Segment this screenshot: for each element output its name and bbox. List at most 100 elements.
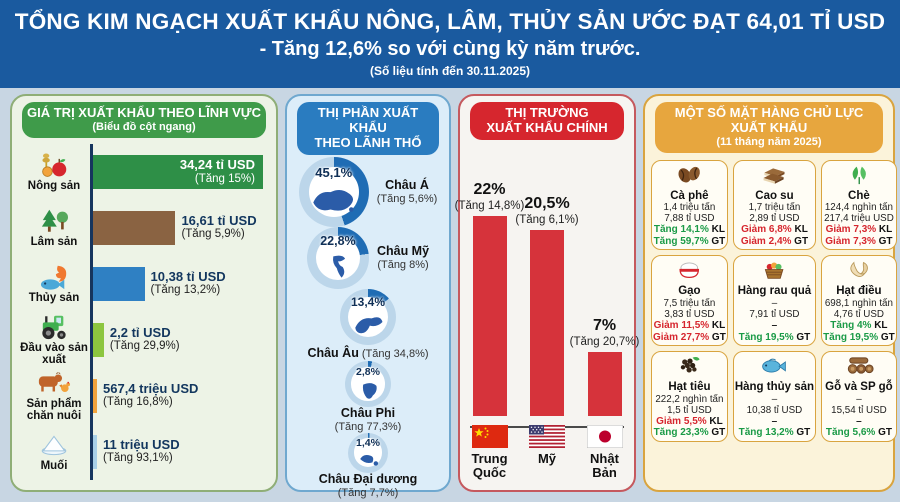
panel3-title-line1: THỊ TRƯỜNG — [505, 105, 589, 120]
bar-value-label: 2,2 tỉ USD (Tăng 29,9%) — [109, 324, 180, 353]
salt-icon — [41, 435, 67, 456]
market-name: Nhật Bản — [590, 450, 619, 481]
panel-key-export-commodities: MỘT SỐ MẶT HÀNG CHỦ LỰC XUẤT KHẨU (11 th… — [643, 94, 897, 492]
panel-export-value-by-sector: GIÁ TRỊ XUẤT KHẨU THEO LĨNH VỰC (Biểu đồ… — [10, 94, 278, 492]
commodity-card: Cao su 1,7 triệu tấn 2,89 tỉ USD Giảm 6,… — [732, 159, 817, 251]
donut-oceania: 1,4% — [348, 432, 388, 473]
bar-value-label: 567,4 triệu USD (Tăng 16,8%) — [103, 380, 199, 409]
territory-change: (Tăng 77,3%) — [334, 420, 402, 433]
panel1-title: GIÁ TRỊ XUẤT KHẨU THEO LĨNH VỰC — [27, 105, 261, 120]
territory-change: (Tăng 34,8%) — [361, 348, 429, 361]
sector-label: Nông sản — [27, 180, 81, 193]
pepper-icon — [681, 357, 700, 373]
data-asof-note: (Số liệu tính đến 30.11.2025) — [369, 64, 531, 78]
share-pct: 45,1% — [315, 165, 353, 180]
panel3-header: THỊ TRƯỜNG XUẤT KHẨU CHÍNH — [470, 102, 624, 140]
usa-flag-icon — [529, 424, 565, 448]
sector-label: Sản phẩm chăn nuôi — [26, 398, 82, 423]
hbar-chart: Nông sản 34,24 tỉ USD (Tăng 15%) — [12, 140, 276, 486]
bar-lam-san — [93, 210, 176, 245]
cashew-icon — [850, 261, 868, 278]
territory-name: Châu Á — [385, 178, 429, 193]
territory-item: 45,1% Châu Á (Tăng 5,6%) — [298, 156, 437, 227]
panel2-title-line2: THEO LÃNH THỔ — [314, 134, 422, 150]
share-pct: 13,4% — [350, 295, 385, 310]
sector-row: Muối 11 triệu USD (Tăng 93,1%) — [18, 423, 268, 480]
donut-chart-set: 45,1% Châu Á (Tăng 5,6%) 22,8% — [287, 156, 449, 499]
sector-label: Thủy sản — [28, 292, 80, 305]
panel3-title-line2: XUẤT KHẨU CHÍNH — [486, 119, 608, 135]
share-pct: 22,8% — [320, 234, 356, 249]
wheat-apple-icon — [42, 153, 67, 177]
market-name: Trung Quốc — [471, 450, 508, 481]
commodity-grid: Cà phê 1,4 triệu tấn 7,88 tỉ USD Tăng 14… — [645, 155, 897, 448]
bar-china — [472, 215, 507, 416]
bar-area: 16,61 tỉ USD (Tăng 5,9%) — [90, 199, 268, 256]
wood-logs-icon — [847, 357, 874, 374]
vbar-chart: 22% (Tăng 14,8%) Trung Quốc — [455, 164, 640, 481]
europe-map-icon — [355, 317, 383, 334]
territory-name: Châu Mỹ — [376, 244, 430, 259]
donut-europe: 13,4% — [339, 289, 396, 346]
bar-japan — [587, 351, 622, 416]
livestock-icon — [38, 372, 71, 392]
donut-americas: 22,8% — [306, 227, 369, 289]
bar-area: 10,38 tỉ USD (Tăng 13,2%) — [90, 255, 268, 312]
seafood-fish-icon — [762, 358, 787, 373]
japan-flag-icon — [586, 424, 623, 448]
panel-export-share-by-territory: THỊ PHẦN XUẤT KHẨU THEO LÃNH THỔ 45,1% C… — [285, 94, 451, 499]
title-banner: TỔNG KIM NGẠCH XUẤT KHẨU NÔNG, LÂM, THỦY… — [0, 0, 900, 88]
territory-change: (Tăng 7,7%) — [337, 486, 399, 499]
sector-row: Lâm sản 16,61 tỉ USD (Tăng 5,9%) — [18, 199, 268, 256]
bar-area: 2,2 tỉ USD (Tăng 29,9%) — [90, 311, 268, 368]
territory-name: Châu Phi — [340, 405, 396, 420]
territory-item: 1,4% Châu Đại dương (Tăng 7,7%) — [318, 432, 418, 499]
market-name: Mỹ — [537, 450, 557, 466]
panel1-subtitle: (Biểu đồ cột ngang) — [92, 120, 196, 133]
territory-name: Châu Đại dương — [318, 471, 418, 486]
territory-change: (Tăng 8%) — [377, 258, 429, 271]
forest-trees-icon — [41, 209, 68, 232]
coffee-beans-icon — [678, 166, 701, 182]
panel2-header: THỊ PHẦN XUẤT KHẨU THEO LÃNH THỔ — [297, 102, 439, 155]
market-value-label: 22% (Tăng 14,8%) — [454, 181, 525, 212]
sector-row: Đầu vào sản xuất 2,2 tỉ USD (Tăng 29,9%) — [18, 311, 268, 368]
territory-item: 13,4% Châu Âu (Tăng 34,8%) — [307, 289, 429, 361]
oceania-map-icon — [360, 455, 379, 466]
bar-thuy-san — [93, 266, 145, 301]
panel1-header: GIÁ TRỊ XUẤT KHẨU THEO LĨNH VỰC (Biểu đồ… — [22, 102, 266, 138]
market-value-label: 20,5% (Tăng 6,1%) — [515, 195, 579, 226]
sector-label: Muối — [40, 460, 68, 473]
tractor-icon — [42, 315, 66, 340]
commodity-card: Hạt tiêu 222,2 nghìn tấn 1,5 tỉ USD Giảm… — [651, 350, 728, 442]
panel2-title-line1: THỊ PHẦN XUẤT KHẨU — [317, 105, 419, 135]
bar-value-label: 10,38 tỉ USD (Tăng 13,2%) — [150, 268, 226, 297]
market-column: 7% (Tăng 20,7%) Nhật Bản — [570, 164, 640, 481]
china-flag-icon — [471, 424, 508, 448]
market-value-label: 7% (Tăng 20,7%) — [569, 317, 640, 348]
rice-bowl-icon — [679, 262, 700, 279]
asia-map-icon — [312, 189, 354, 212]
share-pct: 1,4% — [356, 437, 380, 450]
bar-area: 11 triệu USD (Tăng 93,1%) — [90, 423, 268, 480]
bar-muoi — [93, 434, 97, 469]
market-column: 20,5% (Tăng 6,1%) — [515, 164, 578, 481]
bar-area: 567,4 triệu USD (Tăng 16,8%) — [90, 367, 268, 424]
sector-row: Thủy sản 10,38 tỉ USD (Tăng 13,2%) — [18, 255, 268, 312]
subtitle-growth: - Tăng 12,6% so với cùng kỳ năm trước. — [259, 38, 641, 60]
territory-caption: Châu Âu (Tăng 34,8%) — [307, 346, 429, 361]
territory-name: Châu Âu — [307, 346, 359, 361]
panel4-subtitle: (11 tháng năm 2025) — [716, 135, 822, 148]
bar-area: 34,24 tỉ USD (Tăng 15%) — [90, 143, 268, 200]
americas-map-icon — [332, 255, 346, 278]
bar-value-label: 16,61 tỉ USD (Tăng 5,9%) — [181, 212, 257, 241]
sector-label: Lâm sản — [30, 236, 78, 249]
sector-label: Đầu vào sản xuất — [20, 342, 88, 367]
bar-chan-nuoi — [93, 378, 97, 413]
commodity-card: Gỗ và SP gỗ – 15,54 tỉ USD – Tăng 5,6% G… — [821, 350, 897, 442]
bar-nong-san: 34,24 tỉ USD (Tăng 15%) — [93, 154, 263, 189]
sector-row: Nông sản 34,24 tỉ USD (Tăng 15%) — [18, 143, 268, 200]
panel4-title: MỘT SỐ MẶT HÀNG CHỦ LỰC XUẤT KHẨU — [674, 105, 864, 135]
bar-value-label: 34,24 tỉ USD (Tăng 15%) — [179, 156, 255, 185]
